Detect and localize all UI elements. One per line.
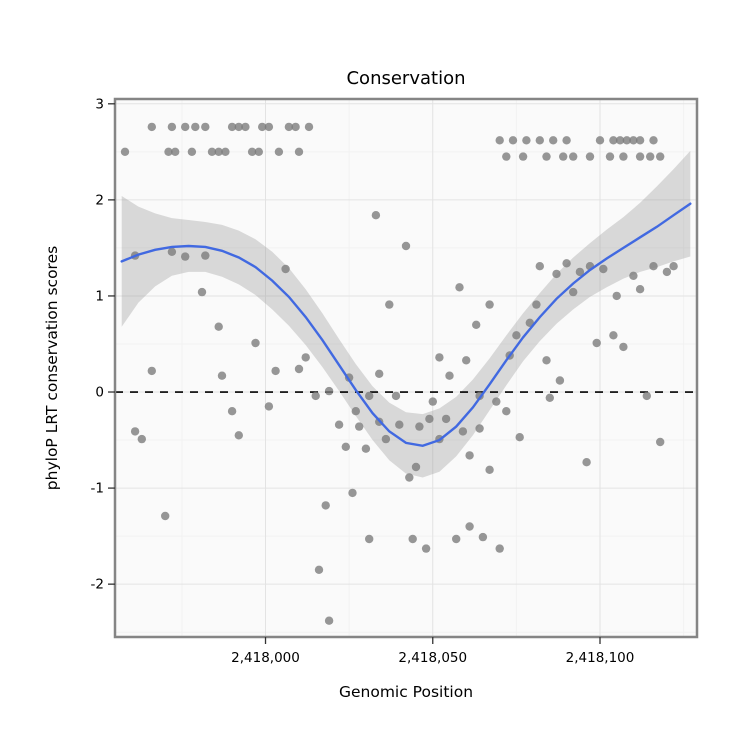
y-axis-title: phyloP LRT conservation scores — [43, 246, 61, 490]
svg-text:2,418,000: 2,418,000 — [231, 650, 300, 666]
svg-text:-2: -2 — [91, 577, 104, 593]
svg-text:0: 0 — [95, 385, 104, 401]
x-axis-title: Genomic Position — [339, 683, 473, 701]
svg-text:2,418,050: 2,418,050 — [398, 650, 467, 666]
plot-area: 2,418,000 2,418,050 2,418,100 3 2 1 0 -1 -2 — [91, 96, 699, 666]
svg-text:2: 2 — [95, 192, 104, 208]
svg-text:-1: -1 — [91, 481, 104, 497]
svg-text:1: 1 — [95, 288, 104, 304]
chart-title: Conservation — [346, 68, 465, 89]
svg-text:3: 3 — [95, 96, 104, 112]
svg-text:2,418,100: 2,418,100 — [566, 650, 635, 666]
